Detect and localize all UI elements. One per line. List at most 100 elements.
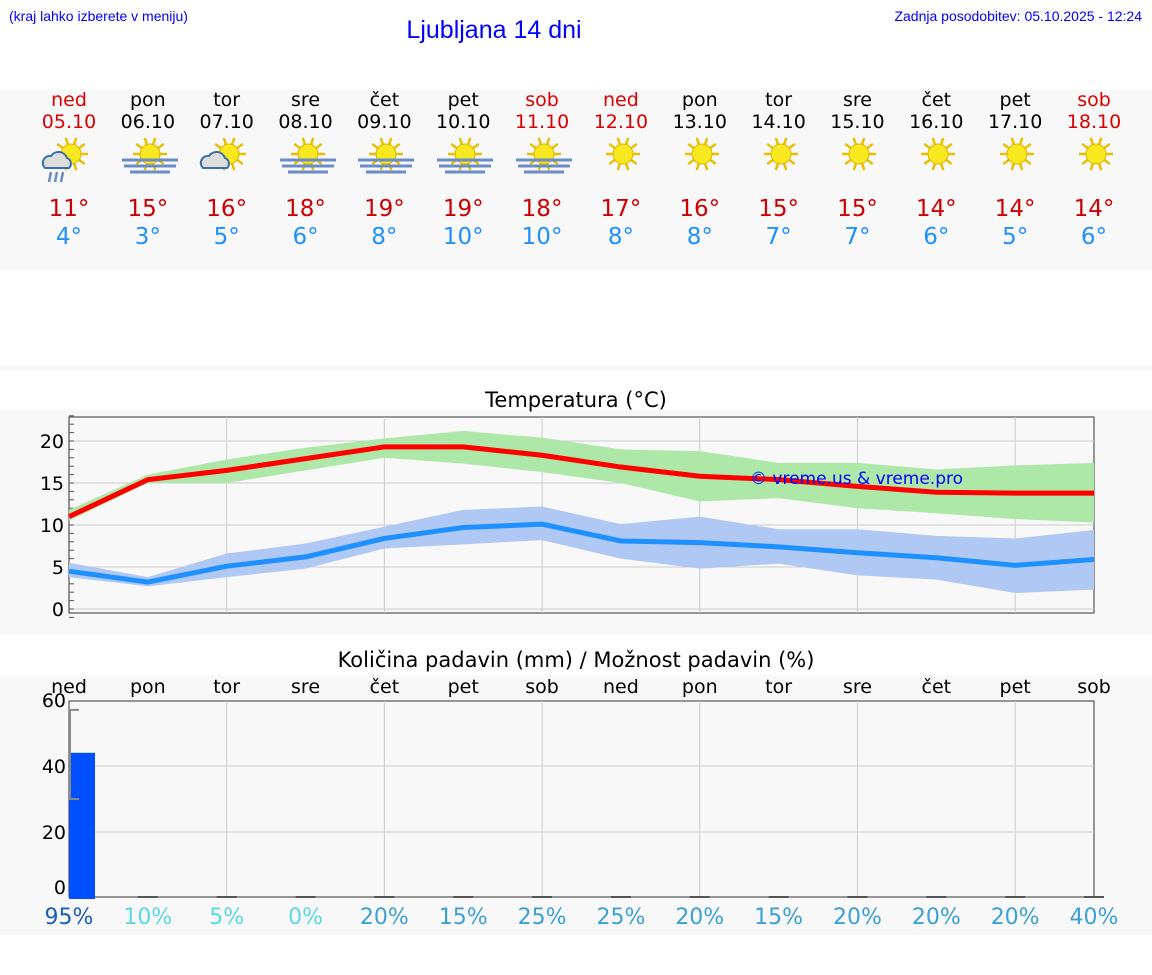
min-temp: 8° bbox=[371, 224, 398, 250]
x-tick-label: tor bbox=[213, 676, 240, 698]
day-name: sob bbox=[525, 89, 559, 111]
y-tick-label: 20 bbox=[42, 822, 66, 844]
day-name: pon bbox=[129, 89, 166, 111]
last-updated: Zadnja posodobitev: 05.10.2025 - 12:24 bbox=[894, 8, 1142, 24]
x-tick-label: sre bbox=[843, 676, 872, 698]
min-temp: 6° bbox=[923, 224, 950, 250]
x-tick-label: pet bbox=[448, 676, 479, 698]
sun-fog-icon bbox=[121, 137, 178, 174]
min-temp: 7° bbox=[765, 224, 792, 250]
day-date: 05.10 bbox=[41, 111, 97, 133]
x-tick-label: pon bbox=[130, 676, 166, 698]
day-column: sre 08.10 18° 6° bbox=[266, 89, 346, 251]
min-temp: 5° bbox=[1002, 224, 1029, 250]
day-column: sre 15.10 15° 7° bbox=[817, 89, 897, 251]
sun-fog-icon bbox=[437, 137, 494, 174]
max-temp: 14° bbox=[1073, 196, 1115, 222]
x-tick-label: sob bbox=[525, 676, 559, 698]
x-tick-label: ned bbox=[51, 676, 87, 698]
day-column: ned 12.10 17° 8° bbox=[581, 89, 661, 251]
day-name: čet bbox=[369, 89, 400, 111]
x-tick-label: čet bbox=[922, 676, 952, 698]
x-tick-label: ned bbox=[603, 676, 639, 698]
precip-chance: 20% bbox=[359, 905, 409, 930]
precip-chart-title: Količina padavin (mm) / Možnost padavin … bbox=[337, 648, 815, 672]
day-name: sob bbox=[1077, 89, 1111, 111]
max-temp: 17° bbox=[600, 196, 642, 222]
day-name: pon bbox=[681, 89, 718, 111]
precip-error-bar bbox=[69, 708, 79, 800]
y-tick-label: 15 bbox=[40, 473, 64, 495]
precip-chance: 20% bbox=[990, 905, 1040, 930]
day-name: sre bbox=[842, 89, 872, 111]
x-tick-label: sob bbox=[1077, 676, 1111, 698]
precip-chance: 15% bbox=[438, 905, 488, 930]
max-temp: 16° bbox=[206, 196, 248, 222]
y-tick-label: 0 bbox=[54, 877, 66, 899]
x-tick-label: pon bbox=[682, 676, 718, 698]
precip-chance: 10% bbox=[123, 905, 173, 930]
y-tick-label: 40 bbox=[42, 756, 66, 778]
day-name: sre bbox=[291, 89, 321, 111]
day-date: 14.10 bbox=[751, 111, 806, 133]
day-column: pet 10.10 19° 10° bbox=[423, 89, 503, 251]
day-column: sob 11.10 18° 10° bbox=[502, 89, 582, 251]
max-temp: 16° bbox=[679, 196, 721, 222]
day-column: tor 07.10 16° 5° bbox=[187, 89, 267, 251]
day-column: pon 13.10 16° 8° bbox=[660, 89, 740, 251]
max-temp-line bbox=[67, 444, 1094, 519]
y-tick-label: 0 bbox=[52, 599, 64, 621]
temperature-chart-title: Temperatura (°C) bbox=[485, 388, 667, 412]
precip-bar bbox=[69, 752, 95, 899]
y-tick-label: 5 bbox=[52, 557, 64, 579]
day-date: 06.10 bbox=[120, 111, 176, 133]
precip-chance: 15% bbox=[754, 905, 804, 930]
day-column: čet 09.10 19° 8° bbox=[344, 89, 424, 251]
day-date: 16.10 bbox=[909, 111, 964, 133]
max-temp: 14° bbox=[915, 196, 957, 222]
day-date: 13.10 bbox=[672, 111, 727, 133]
max-temp: 15° bbox=[127, 196, 169, 222]
y-tick-label: 60 bbox=[42, 690, 66, 712]
sun-icon bbox=[684, 137, 719, 171]
precip-chance: 20% bbox=[833, 905, 882, 930]
sun-fog-icon bbox=[279, 137, 336, 174]
x-tick-label: pet bbox=[1000, 676, 1031, 698]
min-temp-line bbox=[68, 521, 1095, 585]
sun-fog-icon bbox=[516, 137, 573, 174]
sun-icon bbox=[842, 137, 877, 171]
precip-chance: 0% bbox=[288, 905, 323, 930]
day-column: sob 18.10 14° 6° bbox=[1054, 89, 1134, 251]
day-date: 12.10 bbox=[593, 111, 649, 133]
x-tick-label: tor bbox=[765, 676, 792, 698]
divider bbox=[0, 365, 1152, 371]
watermark: © vreme.us & vreme.pro bbox=[750, 469, 963, 489]
min-temp: 8° bbox=[686, 224, 713, 250]
sun-fog-icon bbox=[358, 137, 415, 174]
max-temp: 15° bbox=[837, 196, 878, 222]
sun-icon bbox=[605, 137, 640, 171]
min-temp: 7° bbox=[844, 224, 871, 250]
day-date: 17.10 bbox=[987, 111, 1043, 133]
day-date: 11.10 bbox=[514, 111, 570, 133]
sun-icon bbox=[921, 137, 956, 171]
min-temp: 6° bbox=[1080, 224, 1108, 250]
day-name: pet bbox=[999, 89, 1031, 111]
sun-cloud-rain-icon bbox=[41, 137, 88, 183]
max-temp: 11° bbox=[48, 196, 90, 222]
x-tick-label: čet bbox=[370, 676, 400, 698]
location-hint-link[interactable]: (kraj lahko izberete v meniju) bbox=[9, 8, 188, 24]
precip-chance: 40% bbox=[1069, 905, 1119, 930]
page-title: Ljubljana 14 dni bbox=[406, 16, 582, 44]
x-tick-label: sre bbox=[291, 676, 320, 698]
day-date: 10.10 bbox=[436, 111, 491, 133]
max-temp: 18° bbox=[521, 196, 563, 222]
precip-chance: 5% bbox=[209, 905, 245, 930]
min-temp: 3° bbox=[134, 224, 161, 250]
min-temp: 6° bbox=[292, 224, 319, 250]
day-column: tor 14.10 15° 7° bbox=[739, 89, 819, 251]
day-column: čet 16.10 14° 6° bbox=[896, 89, 976, 251]
max-temp: 15° bbox=[758, 196, 799, 222]
day-date: 07.10 bbox=[199, 111, 254, 133]
